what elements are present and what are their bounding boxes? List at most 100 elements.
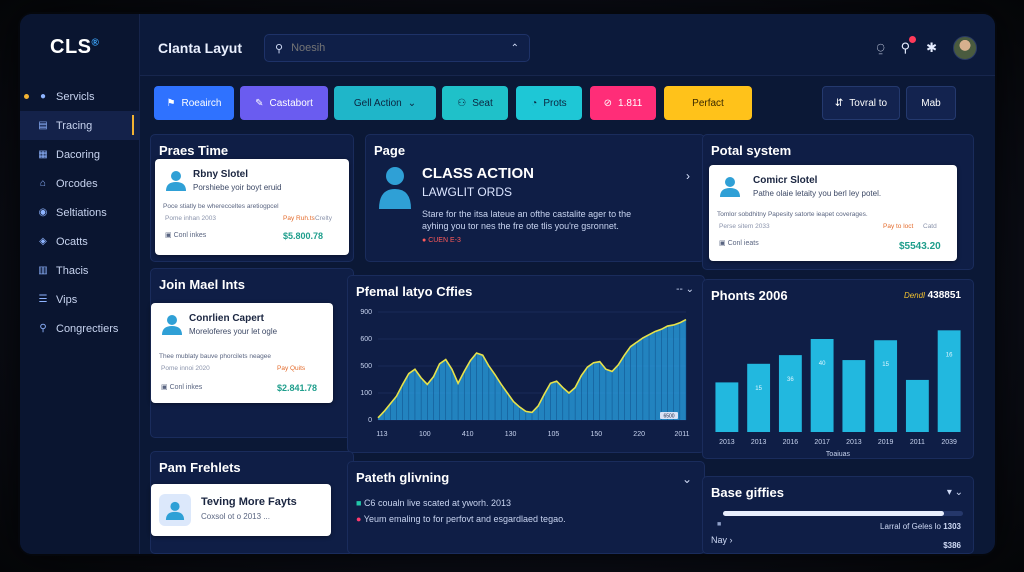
case-link[interactable]: ● CUEN E-3	[422, 237, 461, 244]
toolbar-button-roeairch[interactable]: ⚑ Roeairch	[154, 86, 234, 120]
app-logo[interactable]: CLS®	[50, 36, 100, 58]
bar[interactable]	[715, 382, 739, 432]
bar[interactable]	[874, 340, 898, 432]
document-icon: ▤	[38, 120, 48, 131]
card-description: Pathe olaie letaity you berl ley potel.	[753, 189, 882, 198]
chevron-down-icon[interactable]: ⌄	[681, 472, 692, 486]
pateth-panel: Pateth glivning ⌄ ■ C6 coualn live scate…	[347, 461, 705, 554]
sidebar-item-seltiations[interactable]: ◉ Seltiations	[20, 198, 140, 227]
value-marker-label: 6500	[663, 414, 674, 420]
flag-icon: ⚑	[166, 97, 176, 109]
toolbar-button-tovral-to[interactable]: ⇵ Tovral to	[822, 86, 900, 120]
card-contact[interactable]: ▣ Conl inkes	[161, 384, 203, 391]
table-icon: ▥	[38, 265, 48, 276]
sidebar-item-label: Orcodes	[56, 177, 98, 190]
sidebar-item-ocatts[interactable]: ◈ Ocatts	[20, 227, 140, 256]
bar-chart: 2013 15 2013 36 2016 40 2017 2013 15 2019 2011 16 20…	[715, 330, 961, 458]
sidebar-item-vips[interactable]: ☰ Vips	[20, 285, 140, 314]
card-amount: $5.800.78	[283, 231, 324, 241]
portal-system-panel: Potal system Comicr Slotel Pathe olaie l…	[702, 134, 974, 270]
avatar[interactable]	[953, 36, 977, 60]
sidebar-item-servicls[interactable]: ● Servicls	[20, 82, 140, 111]
contact-card[interactable]: Rbny Slotel Porshiebe yoir boyt eruid Po…	[155, 159, 349, 255]
chart-footer-label: Toaiuas	[826, 451, 851, 458]
bar-value-label: 15	[755, 386, 762, 392]
chevron-down-icon[interactable]: ▾ ⌄	[946, 487, 963, 498]
page-panel: Page CLASS ACTION LAWGLIT ORDS › Stare f…	[365, 134, 705, 262]
bar[interactable]	[747, 363, 771, 432]
y-tick-label: 900	[360, 309, 372, 316]
toolbar-button-seat[interactable]: ⚇ Seat	[442, 86, 508, 120]
area-series	[378, 319, 686, 420]
base-nav[interactable]: Nay ›	[711, 535, 733, 545]
stat-label: Dendl	[903, 291, 925, 300]
sidebar-item-congrectiers[interactable]: ⚲ Congrectiers	[20, 314, 140, 343]
block-icon: ⊘	[603, 97, 613, 109]
sidebar-item-orcodes[interactable]: ⌂ Orcodes	[20, 169, 140, 198]
card-description: Porshiebe yoir boyt eruid	[193, 183, 282, 192]
sidebar-item-thacis[interactable]: ▥ Thacis	[20, 256, 140, 285]
search-input[interactable]	[291, 42, 511, 54]
base-footer-value: $386	[943, 541, 961, 550]
y-tick-label: 0	[368, 417, 372, 424]
case-body-line-1: Stare for the itsa lateue an ofthe casta…	[422, 209, 632, 219]
panel-title: Pateth glivning	[356, 470, 450, 485]
toolbar-button-1-811[interactable]: ⊘ 1.811	[590, 86, 656, 120]
bar[interactable]	[842, 360, 866, 432]
bar[interactable]	[905, 379, 929, 432]
bar[interactable]	[937, 330, 961, 432]
notifications-icon[interactable]: ⍜	[876, 40, 885, 55]
search-alert-icon[interactable]: ⚲	[901, 36, 917, 56]
bar[interactable]	[810, 339, 834, 432]
panel-title: Pam Frehlets	[159, 460, 241, 475]
card-amount: $5543.20	[899, 241, 941, 252]
panel-title: Page	[374, 143, 406, 158]
x-tick-label: 2013	[751, 439, 767, 446]
card-tag: Pay to loct	[883, 223, 914, 230]
search-box[interactable]: ⚲ ⌃	[264, 34, 530, 62]
contact-card[interactable]: Teving More Fayts Coxsol ot o 2013 ...	[151, 484, 331, 536]
panel-title: Phonts 2006	[711, 288, 788, 303]
toolbar-button-prots[interactable]: ◔ Prots	[516, 86, 582, 120]
sidebar-item-tracing[interactable]: ▤ Tracing	[20, 111, 140, 140]
card-contact[interactable]: ▣ Conl ieats	[719, 240, 759, 247]
x-tick-label: 105	[548, 431, 560, 438]
panel-title: Base giffies	[711, 485, 784, 500]
chevron-right-icon[interactable]: ›	[686, 169, 690, 183]
x-tick-label: 150	[590, 431, 602, 438]
list-icon: ☰	[38, 294, 48, 305]
button-label: 1.811	[618, 97, 643, 109]
shield-icon: ◈	[39, 236, 47, 247]
toolbar-button-castabort[interactable]: ✎ Castabort	[240, 86, 328, 120]
toolbar-button-perfact[interactable]: Perfact	[664, 86, 752, 120]
button-label: Roeairch	[181, 97, 222, 109]
edit-icon: ✎	[255, 97, 264, 109]
contact-card[interactable]: Conrlien Capert Moreloferes your let ogl…	[151, 303, 333, 403]
card-tag: Pay Ruh.ts	[283, 215, 315, 222]
x-tick-label: 100	[419, 431, 431, 438]
card-name: Comicr Slotel	[753, 175, 818, 186]
action-toolbar: ⚑ Roeairch ✎ Castabort Gell Action ⌄ ⚇ Seat ◔ Pro…	[154, 86, 994, 122]
sidebar-item-label: Thacis	[56, 264, 89, 277]
contact-card[interactable]: Comicr Slotel Pathe olaie letaity you be…	[709, 165, 957, 261]
phonts-chart-panel: Phonts 2006 Dendl 438851 2013 15 2013 36 201…	[702, 279, 974, 459]
card-contact[interactable]: ▣ Conl inkes	[165, 232, 207, 239]
chart-options-icon[interactable]: -- ⌄	[676, 284, 694, 295]
chevron-up-icon[interactable]: ⌃	[510, 42, 519, 54]
contact-icon: ▣	[165, 232, 174, 239]
toolbar-button-mab[interactable]: Mab	[906, 86, 956, 120]
settings-icon[interactable]: ✱	[926, 40, 937, 55]
chevron-down-icon: ⌄	[407, 97, 417, 109]
activity-line-1: ■ C6 coualn live scated at yworh. 2013	[356, 498, 512, 508]
sidebar-item-dacoring[interactable]: ▦ Dacoring	[20, 140, 140, 169]
notification-badge	[909, 36, 917, 43]
panel-title: Join Mael Ints	[159, 277, 245, 292]
sidebar: CLS® ● Servicls ▤ Tracing ▦ Dacoring ⌂ Orcodes ◉…	[20, 14, 140, 554]
toolbar-button-gell-action[interactable]: Gell Action ⌄	[334, 86, 436, 120]
progress-fill	[723, 511, 944, 516]
sidebar-item-label: Ocatts	[56, 235, 88, 248]
pam-panel: Pam Frehlets Teving More Fayts Coxsol ot…	[150, 451, 354, 554]
bar[interactable]	[778, 355, 802, 432]
search-icon: ⚲	[39, 323, 47, 334]
top-header: Clanta Layut ⚲ ⌃ ⍜ ⚲ ✱	[140, 14, 995, 76]
